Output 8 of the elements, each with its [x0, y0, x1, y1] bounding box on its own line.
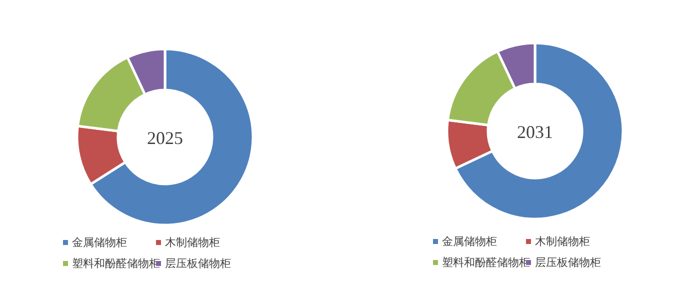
legend-label: 层压板储物柜 [165, 258, 231, 270]
legend-label: 金属储物柜 [72, 237, 127, 249]
legend-label: 木制储物柜 [165, 236, 220, 249]
text: 2025 [147, 128, 183, 148]
legend-label: 木制储物柜 [535, 235, 590, 248]
legend-label: 层压板储物柜 [535, 257, 601, 269]
legend-label: 金属储物柜 [442, 236, 497, 248]
text: 2031 [517, 122, 553, 142]
